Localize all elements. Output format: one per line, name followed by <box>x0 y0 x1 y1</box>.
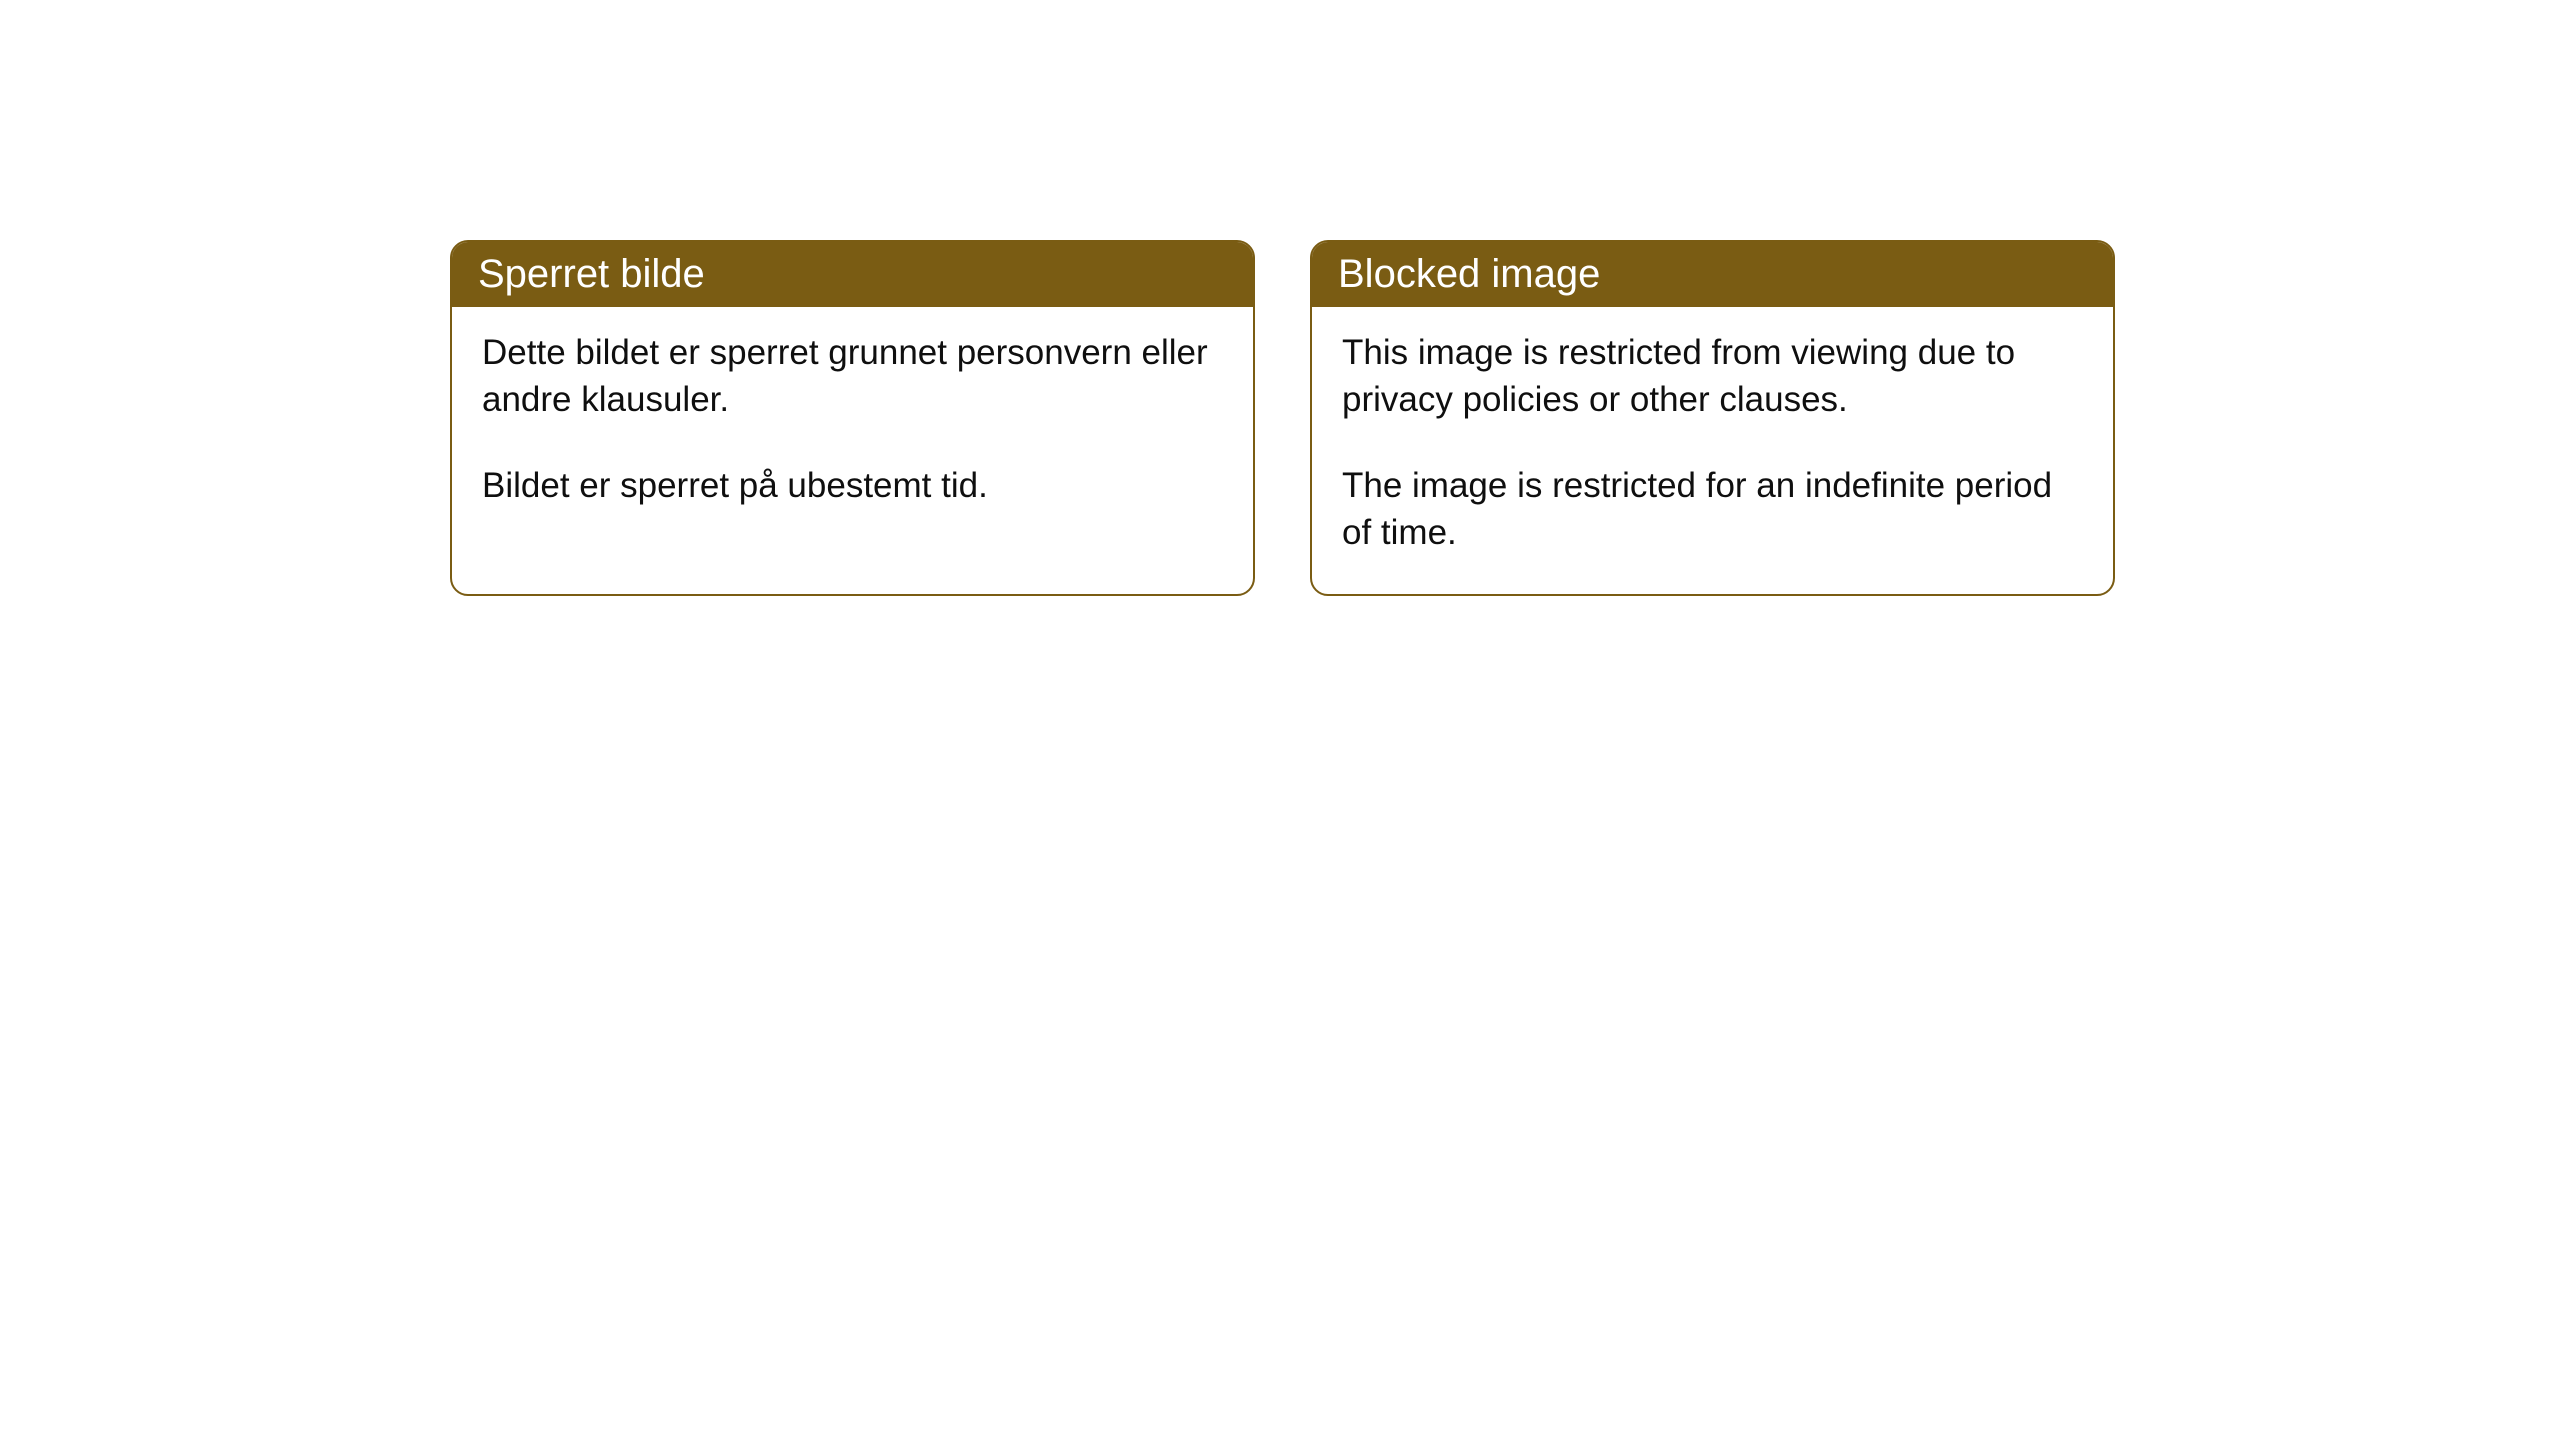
notice-paragraph-1-english: This image is restricted from viewing du… <box>1342 329 2083 424</box>
notice-card-body-norwegian: Dette bildet er sperret grunnet personve… <box>452 307 1253 547</box>
notice-title-english: Blocked image <box>1338 252 1600 296</box>
notice-container: Sperret bilde Dette bildet er sperret gr… <box>0 0 2560 596</box>
notice-paragraph-2-english: The image is restricted for an indefinit… <box>1342 462 2083 557</box>
notice-card-english: Blocked image This image is restricted f… <box>1310 240 2115 596</box>
notice-card-norwegian: Sperret bilde Dette bildet er sperret gr… <box>450 240 1255 596</box>
notice-card-header-norwegian: Sperret bilde <box>452 242 1253 307</box>
notice-card-header-english: Blocked image <box>1312 242 2113 307</box>
notice-paragraph-2-norwegian: Bildet er sperret på ubestemt tid. <box>482 462 1223 509</box>
notice-paragraph-1-norwegian: Dette bildet er sperret grunnet personve… <box>482 329 1223 424</box>
notice-title-norwegian: Sperret bilde <box>478 252 705 296</box>
notice-card-body-english: This image is restricted from viewing du… <box>1312 307 2113 594</box>
